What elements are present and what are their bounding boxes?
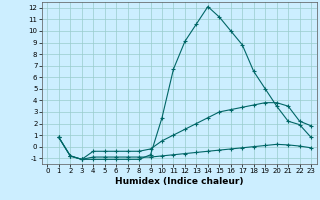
X-axis label: Humidex (Indice chaleur): Humidex (Indice chaleur)	[115, 177, 244, 186]
